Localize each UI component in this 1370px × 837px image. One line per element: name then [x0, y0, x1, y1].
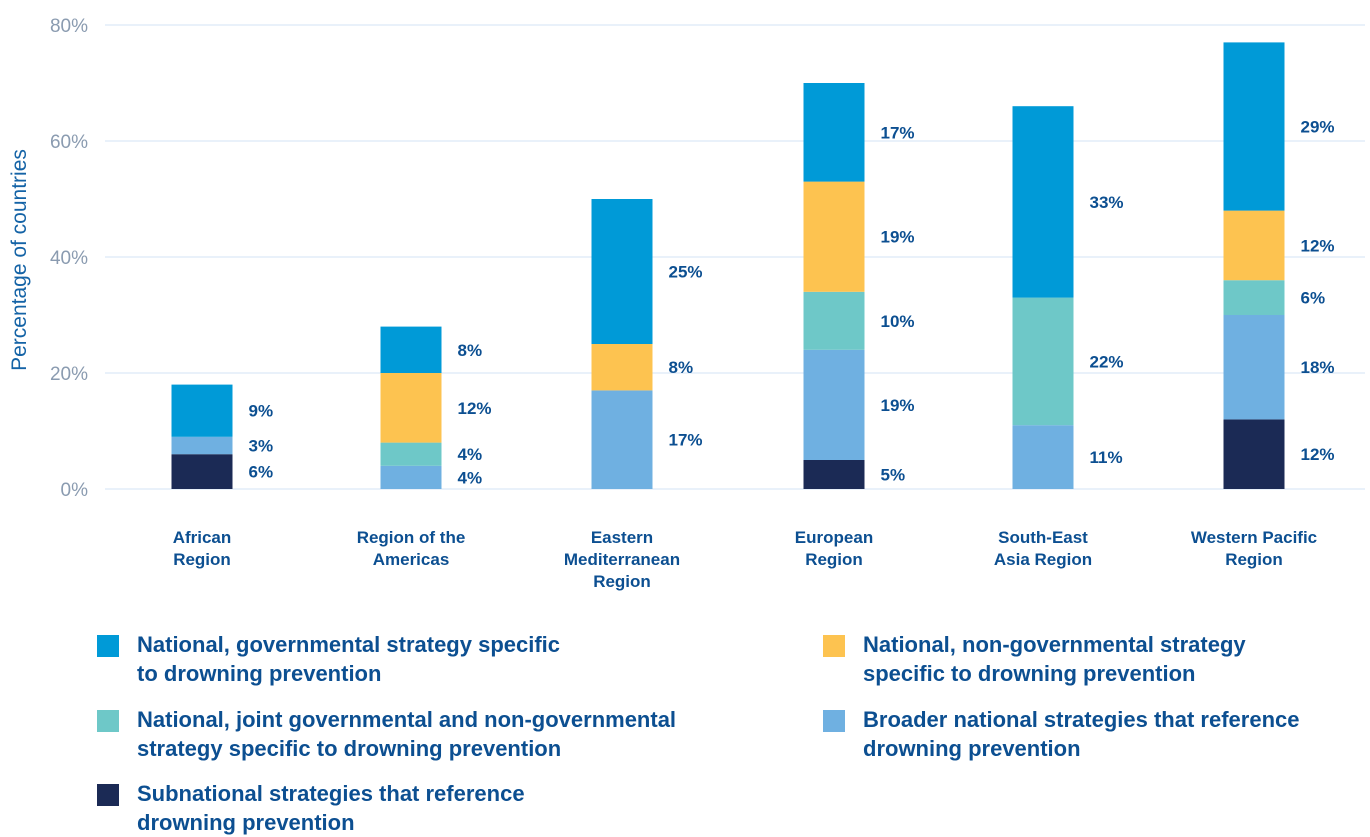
legend-swatch-governmental — [97, 635, 119, 657]
bar-segment — [380, 326, 442, 373]
bar-segment — [803, 83, 865, 182]
data-label: 29% — [1301, 118, 1335, 137]
bar-segment — [1223, 419, 1285, 489]
bar-segment — [1012, 297, 1074, 426]
bar-segment — [171, 454, 233, 489]
y-tick-label: 20% — [50, 364, 88, 385]
legend-swatch-joint — [97, 710, 119, 732]
data-label: 12% — [1301, 445, 1335, 464]
data-labels: 6% 3% 9% 4% 4% 12% 8% 17% 8% 25% 5% 19% 10% 19% 17% 11%… — [249, 118, 1335, 488]
data-label: 4% — [458, 468, 483, 487]
legend-label-joint: National, joint governmental and non-gov… — [137, 707, 677, 761]
x-axis: African Region Region of the Americas Easter… — [173, 528, 1317, 591]
data-label: 19% — [881, 396, 915, 415]
stacked-bar-chart: 0% 20% 40% 60% 80% Percentage of countries 6… — [8, 16, 1365, 591]
bar-segment — [1012, 106, 1074, 298]
bar-segment — [171, 436, 233, 455]
y-axis: 0% 20% 40% 60% 80% — [50, 16, 88, 501]
bar-segment — [1223, 210, 1285, 281]
data-label: 19% — [881, 228, 915, 247]
data-label: 9% — [249, 402, 274, 421]
bar-segment — [1223, 42, 1285, 211]
bar-segment — [803, 291, 865, 350]
data-label: 33% — [1090, 193, 1124, 212]
data-label: 22% — [1090, 352, 1124, 371]
y-tick-label: 40% — [50, 248, 88, 269]
legend-swatch-subnational — [97, 784, 119, 806]
data-label: 3% — [249, 437, 274, 456]
bar-segment — [1223, 280, 1285, 315]
bar-segment — [591, 344, 653, 391]
data-label: 17% — [881, 123, 915, 142]
y-tick-label: 60% — [50, 132, 88, 153]
x-category-label: European Region — [795, 528, 873, 569]
legend-item-joint: National, joint governmental and non-gov… — [97, 705, 676, 763]
legend-swatch-broader — [823, 710, 845, 732]
bar-segment — [1012, 425, 1074, 489]
bar-segment — [803, 460, 865, 489]
data-label: 8% — [669, 358, 694, 377]
legend-label-governmental: National, governmental strategy specific… — [137, 632, 561, 686]
data-label: 12% — [1301, 236, 1335, 255]
bar-segment — [803, 349, 865, 460]
data-label: 4% — [458, 445, 483, 464]
data-label: 6% — [1301, 289, 1326, 308]
data-label: 12% — [458, 399, 492, 418]
legend-label-broader: Broader national strategies that referen… — [863, 707, 1300, 761]
x-category-label: South-East Asia Region — [994, 528, 1092, 569]
legend-item-governmental: National, governmental strategy specific… — [97, 630, 560, 688]
bar-segment — [803, 181, 865, 292]
bar-segment — [380, 373, 442, 443]
legend-label-non-governmental: National, non-governmental strategy spec… — [863, 632, 1246, 686]
data-label: 5% — [881, 466, 906, 485]
data-label: 10% — [881, 312, 915, 331]
x-category-label: African Region — [173, 528, 232, 569]
bar-segment — [591, 390, 653, 489]
legend-label-subnational: Subnational strategies that reference dr… — [137, 781, 525, 835]
bar-segment — [1223, 315, 1285, 420]
gridlines — [105, 24, 1365, 490]
legend-swatch-non-governmental — [823, 635, 845, 657]
y-tick-label: 0% — [61, 480, 89, 501]
y-axis-label: Percentage of countries — [8, 149, 31, 371]
x-category-label: Eastern Mediterranean Region — [564, 528, 680, 591]
data-label: 6% — [249, 463, 274, 482]
data-label: 17% — [669, 431, 703, 450]
bar-segment — [380, 442, 442, 466]
data-label: 18% — [1301, 358, 1335, 377]
bar-segment — [171, 384, 233, 437]
x-category-label: Region of the Americas — [357, 528, 466, 569]
legend-item-non-governmental: National, non-governmental strategy spec… — [823, 630, 1246, 688]
data-label: 8% — [458, 341, 483, 360]
data-label: 11% — [1090, 448, 1123, 467]
y-tick-label: 80% — [50, 16, 88, 37]
legend-item-subnational: Subnational strategies that reference dr… — [97, 779, 525, 837]
data-label: 25% — [669, 263, 703, 282]
legend-item-broader: Broader national strategies that referen… — [823, 705, 1299, 763]
bars — [171, 42, 1285, 489]
x-category-label: Western Pacific Region — [1191, 528, 1317, 569]
bar-segment — [591, 199, 653, 344]
bar-segment — [380, 465, 442, 489]
